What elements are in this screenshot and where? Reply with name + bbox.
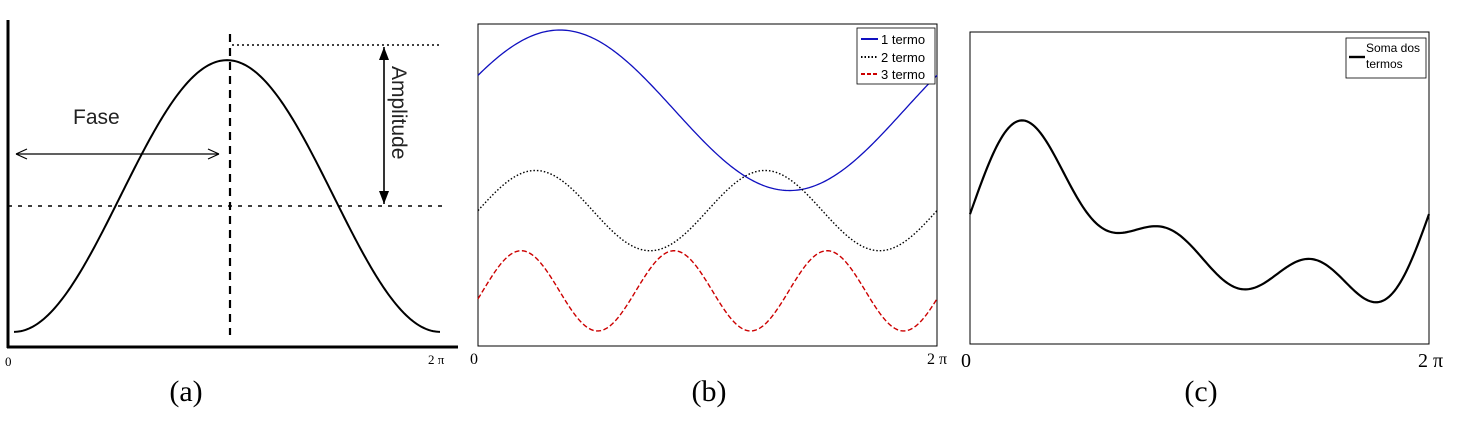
panel-a: Fase Amplitude 0 2 π (a) bbox=[5, 20, 458, 408]
panel-c-legend: Soma dos termos bbox=[1345, 37, 1427, 79]
panel-c-series-soma-dos-termos bbox=[968, 119, 1431, 304]
panel-b-x-tick-2pi: 2 π bbox=[927, 351, 947, 368]
amplitude-arrow-bottom-head bbox=[379, 191, 389, 204]
panel-a-caption: (a) bbox=[169, 375, 202, 408]
panel-c-x-tick-2pi: 2 π bbox=[1418, 350, 1443, 372]
phase-arrow-right-head bbox=[207, 148, 220, 160]
panel-b: 1 termo 2 termo 3 termo 0 2 π (b) bbox=[470, 23, 947, 408]
amplitude-arrow-top-head bbox=[379, 47, 389, 60]
panel-b-plot-frame bbox=[477, 23, 938, 347]
panel-c-plot-frame bbox=[969, 31, 1430, 345]
panel-c-legend-label: Soma dos termos bbox=[1366, 41, 1423, 71]
panel-c-x-tick-0: 0 bbox=[961, 350, 971, 372]
panel-a-series-line bbox=[13, 59, 441, 333]
phase-arrow-left-head bbox=[15, 148, 28, 160]
panel-c-caption: (c) bbox=[1184, 375, 1217, 408]
panel-b-legend-label-2: 2 termo bbox=[881, 50, 925, 65]
panel-b-series-1-termo bbox=[477, 29, 938, 192]
phase-label: Fase bbox=[73, 106, 120, 129]
panel-c: Soma dos termos 0 2 π (c) bbox=[961, 31, 1443, 408]
amplitude-label: Amplitude bbox=[387, 66, 410, 159]
panel-b-x-tick-0: 0 bbox=[470, 351, 478, 368]
panel-b-series-3-termo bbox=[477, 250, 938, 332]
panel-b-legend-label-3: 3 termo bbox=[881, 67, 925, 82]
panel-b-caption: (b) bbox=[692, 375, 727, 408]
panel-a-x-tick-0: 0 bbox=[5, 354, 12, 369]
panel-c-legend-label-line-2: termos bbox=[1366, 57, 1403, 71]
panel-b-legend: 1 termo 2 termo 3 termo bbox=[856, 27, 936, 85]
panel-b-series-2-termo bbox=[477, 169, 938, 252]
panel-a-x-tick-2pi: 2 π bbox=[428, 352, 445, 367]
panel-c-legend-label-line-1: Soma dos bbox=[1366, 41, 1420, 55]
panel-b-legend-label-1: 1 termo bbox=[881, 32, 925, 47]
